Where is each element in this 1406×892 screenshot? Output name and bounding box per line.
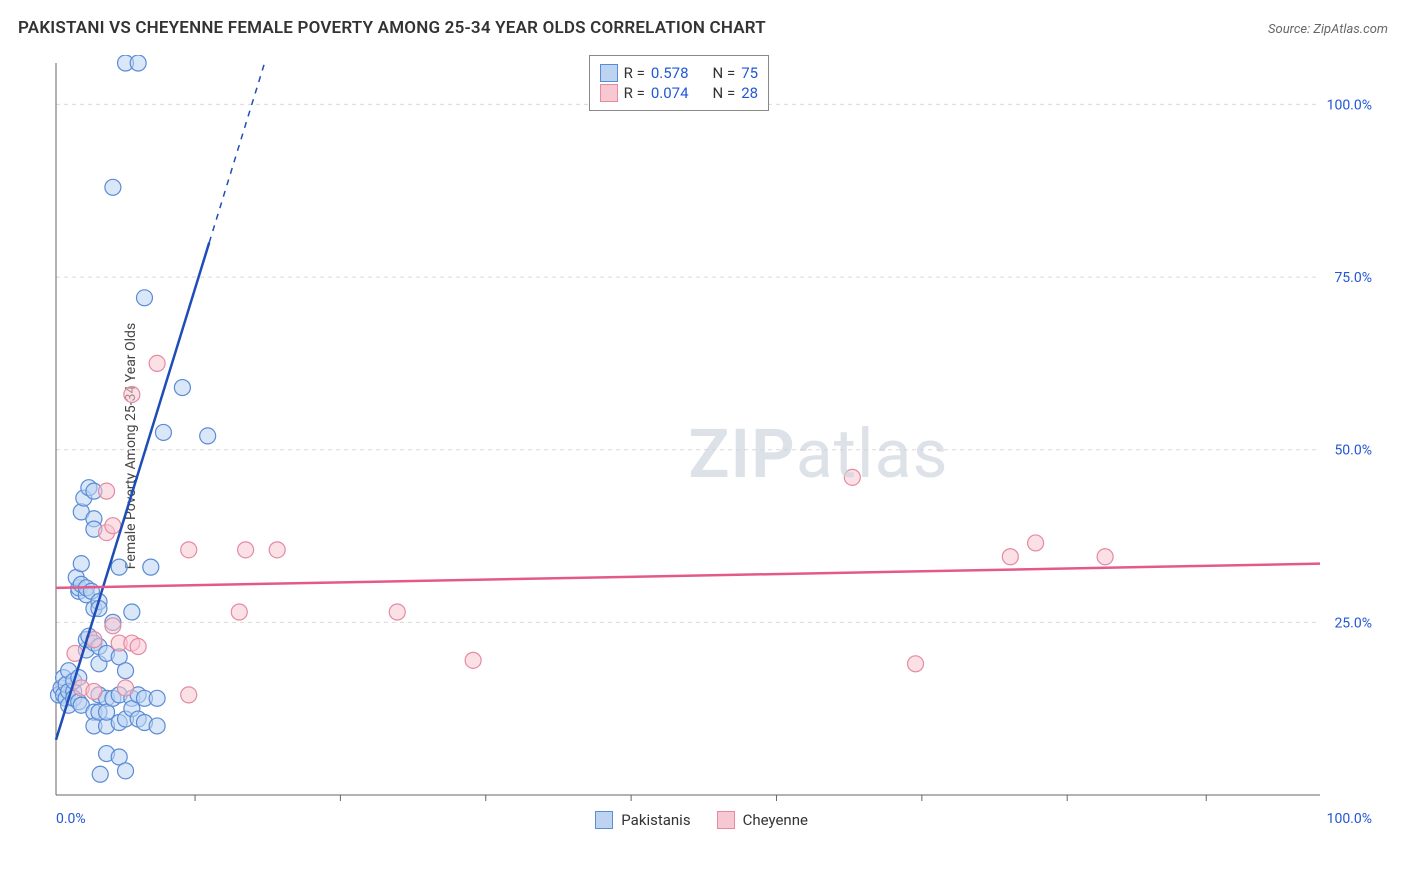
n-value: 28 [741, 84, 758, 102]
scatter-plot: 25.0%50.0%75.0%100.0%0.0%100.0% ZIPatlas… [50, 55, 1380, 835]
stats-row: R = 0.074 N = 28 [600, 84, 758, 102]
r-label: R = [624, 64, 645, 82]
r-label: R = [624, 84, 645, 102]
svg-text:100.0%: 100.0% [1327, 811, 1372, 827]
n-label: N = [713, 84, 736, 102]
legend-item: Pakistanis [595, 811, 690, 829]
r-value: 0.578 [651, 64, 689, 82]
svg-text:25.0%: 25.0% [1334, 615, 1372, 631]
chart-title: PAKISTANI VS CHEYENNE FEMALE POVERTY AMO… [18, 18, 766, 38]
source-label: Source: ZipAtlas.com [1268, 22, 1388, 37]
legend-swatch [600, 84, 618, 102]
legend-item: Cheyenne [717, 811, 808, 829]
plot-svg: 25.0% 50.0% 75.0% 100.0% 0.0% 100.0% [50, 55, 1380, 835]
series-legend: Pakistanis Cheyenne [595, 811, 808, 829]
legend-label: Pakistanis [621, 811, 690, 829]
r-value: 0.074 [651, 84, 689, 102]
svg-text:100.0%: 100.0% [1327, 97, 1372, 113]
stats-legend-box: R = 0.578 N = 75 R = 0.074 N = 28 [589, 55, 769, 111]
n-value: 75 [741, 64, 758, 82]
legend-swatch [600, 64, 618, 82]
legend-swatch [717, 811, 735, 829]
svg-text:50.0%: 50.0% [1334, 443, 1372, 459]
svg-text:0.0%: 0.0% [56, 811, 86, 827]
stats-row: R = 0.578 N = 75 [600, 64, 758, 82]
n-label: N = [713, 64, 736, 82]
legend-swatch [595, 811, 613, 829]
legend-label: Cheyenne [743, 811, 808, 829]
svg-text:75.0%: 75.0% [1334, 270, 1372, 286]
